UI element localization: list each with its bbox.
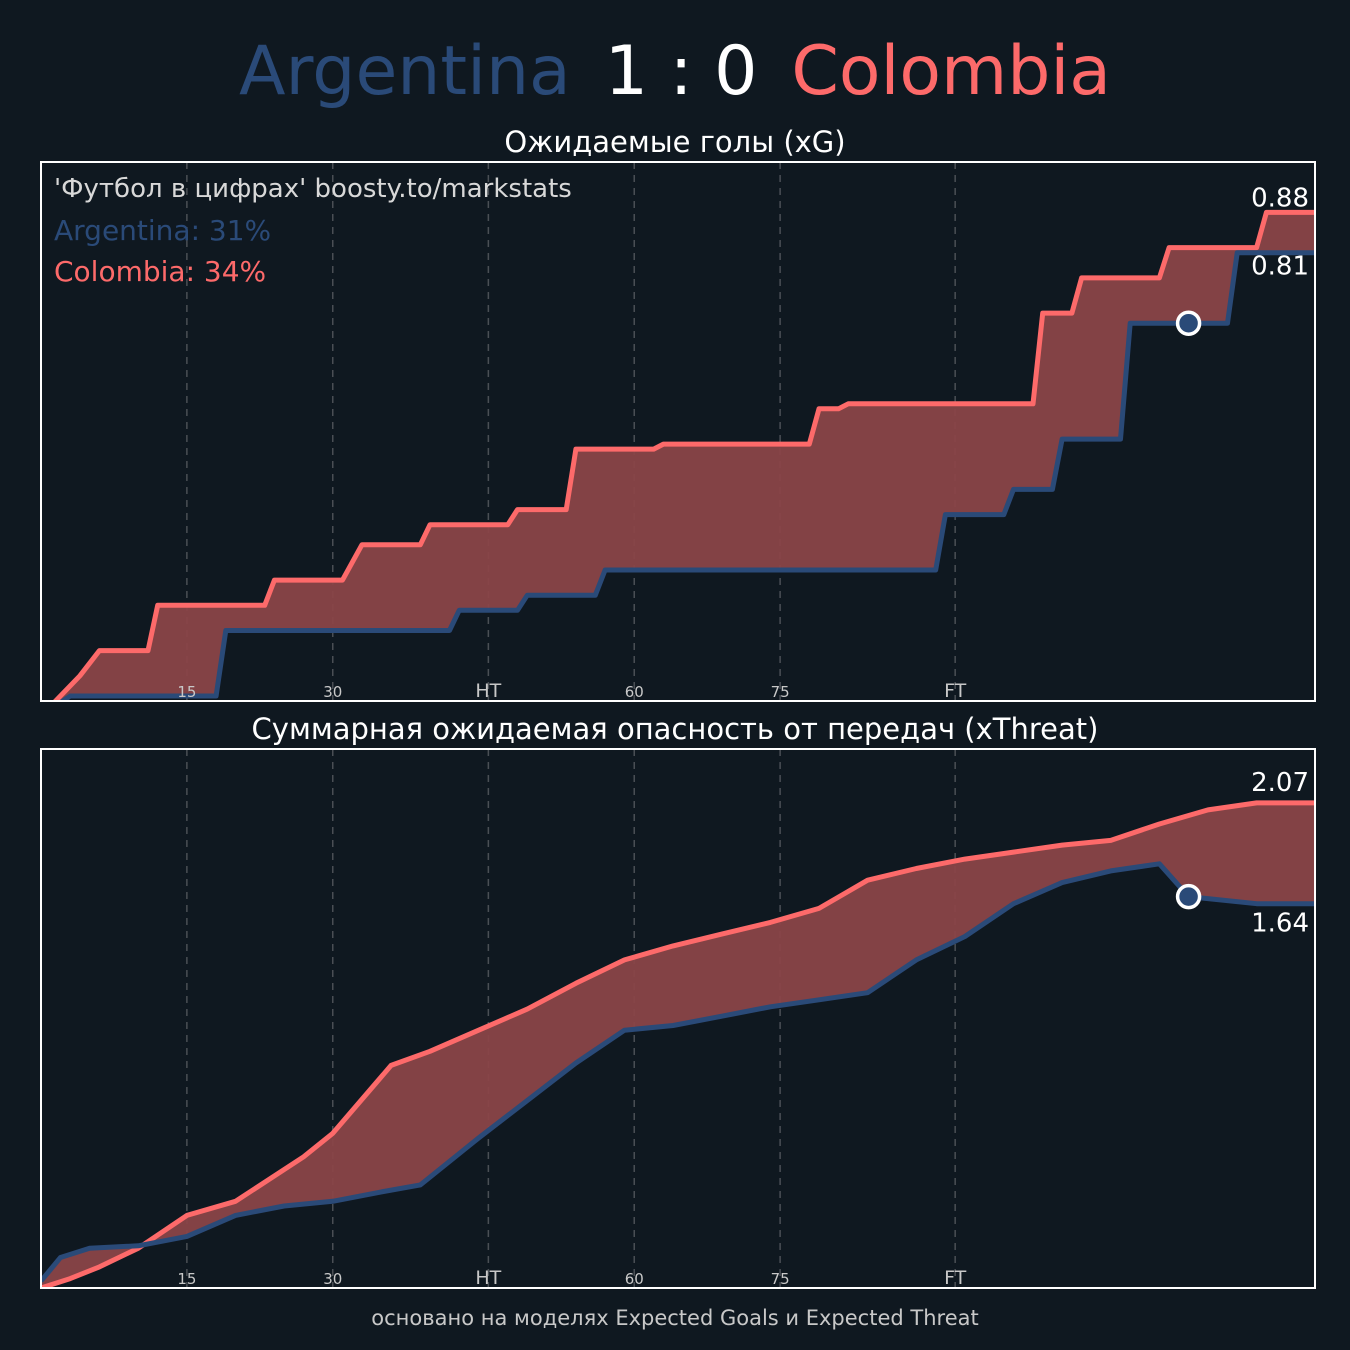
chart-2-tick-ht: HT <box>475 1267 501 1289</box>
chart-1-band <box>55 212 1315 701</box>
chart-1-tick-15: 15 <box>177 683 196 701</box>
chart-1-credit: 'Футбол в цифрах' boosty.to/markstats <box>54 174 572 204</box>
chart-1-frame <box>40 161 1316 702</box>
chart-1-tick-ht: HT <box>475 680 501 702</box>
chart-1-plot <box>52 162 1315 701</box>
away-team-name: Colombia <box>791 32 1111 111</box>
chart-1-tick-75: 75 <box>771 683 790 701</box>
chart-1-title: Ожидаемые голы (xG) <box>504 125 845 159</box>
chart-2-title: Суммарная ожидаемая опасность от передач… <box>252 712 1099 746</box>
chart-2-tick-15: 15 <box>177 1270 196 1288</box>
chart-2-frame <box>40 748 1316 1289</box>
chart-2-tick-30: 30 <box>323 1270 342 1288</box>
match-score: 1 : 0 <box>604 32 758 111</box>
match-header: Argentina 1 : 0 Colombia <box>0 22 1350 122</box>
chart-1-end-label-away: 0.88 <box>1251 183 1309 213</box>
chart-1-share-away: Colombia: 34% <box>54 255 266 288</box>
chart-1-line-colombia <box>52 209 1315 701</box>
chart-1-line-argentina <box>58 250 1315 701</box>
chart-2-line-colombia <box>41 800 1315 1288</box>
chart-1-tick-60: 60 <box>625 683 644 701</box>
home-team-name: Argentina <box>239 32 571 111</box>
chart-2-tick-ft: FT <box>944 1267 967 1289</box>
chart-2-end-label-home: 1.64 <box>1251 909 1309 939</box>
chart-2-tick-75: 75 <box>771 1270 790 1288</box>
chart-1-share-home: Argentina: 31% <box>54 214 271 247</box>
chart-2-end-label-away: 2.07 <box>1251 768 1309 798</box>
chart-1-end-label-home: 0.81 <box>1251 252 1309 282</box>
footer-note: основано на моделях Expected Goals и Exp… <box>371 1306 979 1330</box>
chart-2-plot <box>41 749 1315 1288</box>
chart-1-goal-marker <box>1175 310 1202 336</box>
chart-1-tick-30: 30 <box>323 683 342 701</box>
chart-2-goal-marker <box>1175 883 1202 910</box>
chart-2-tick-60: 60 <box>625 1270 644 1288</box>
chart-1-tick-ft: FT <box>944 680 967 702</box>
chart-2-line-argentina <box>41 861 1315 1283</box>
chart-2-band <box>41 802 1315 1288</box>
